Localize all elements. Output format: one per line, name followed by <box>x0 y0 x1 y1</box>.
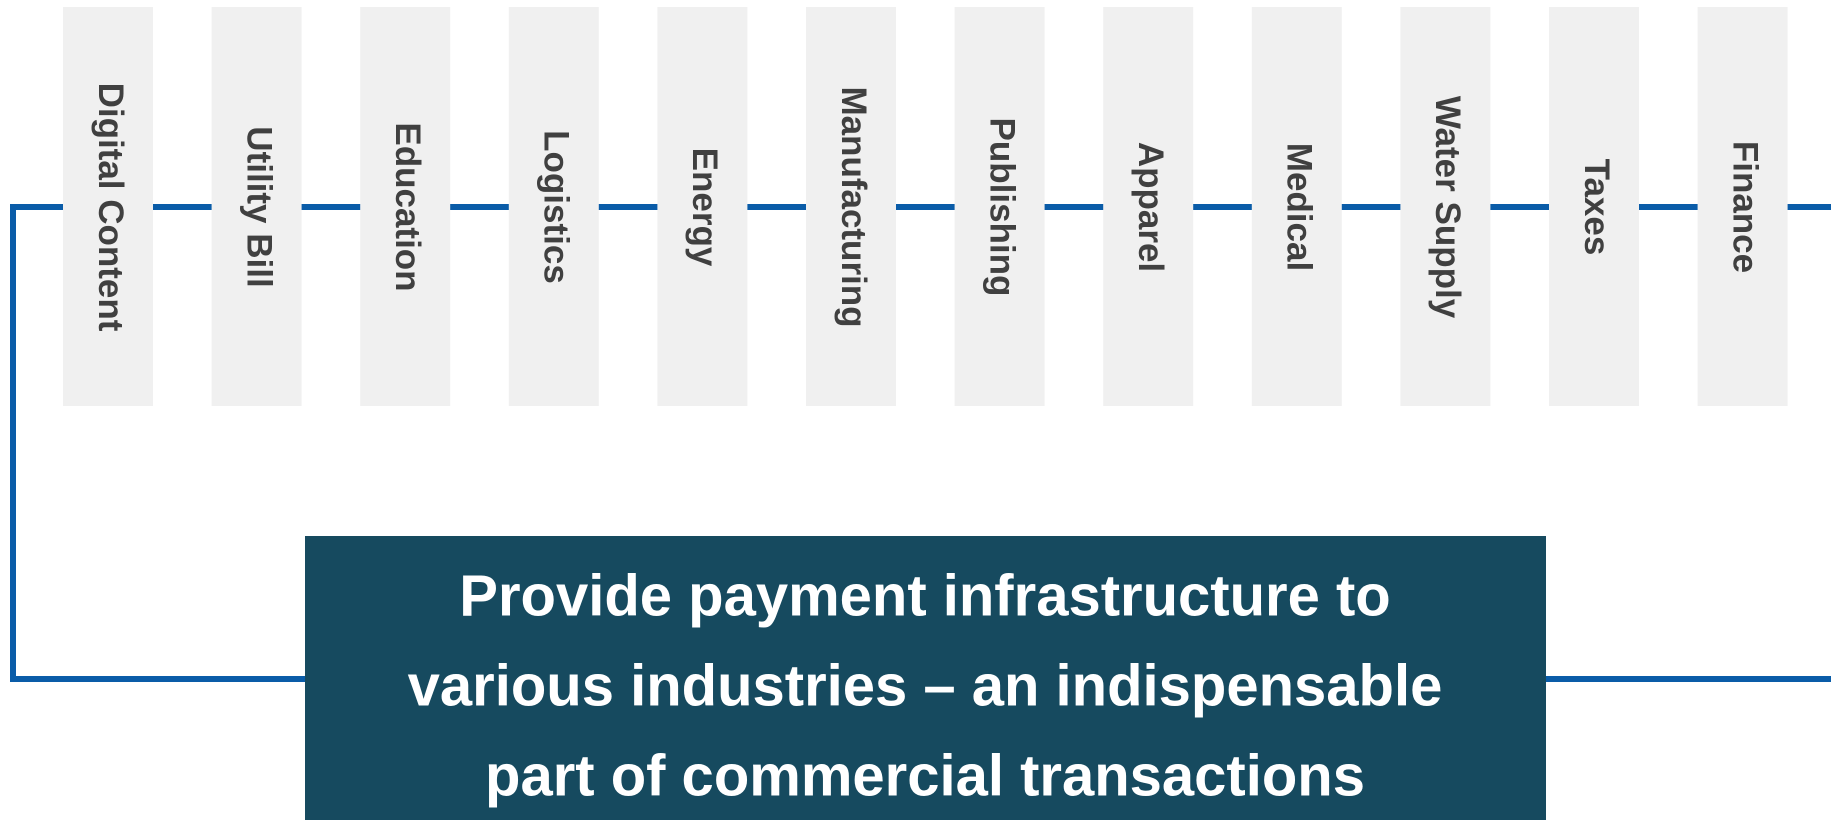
caption-line: part of commercial transactions <box>485 743 1365 808</box>
industry-label: Energy <box>685 148 724 267</box>
industry-label: Finance <box>1725 141 1764 273</box>
industry-label: Education <box>388 122 427 291</box>
industry-box <box>508 7 599 406</box>
industry-box <box>211 7 302 406</box>
industry-box <box>1251 7 1342 406</box>
industry-label: Utility Bill <box>239 126 278 287</box>
industry-box <box>1697 7 1788 406</box>
industry-label: Digital Content <box>91 83 130 332</box>
industry-label: Logistics <box>537 130 576 284</box>
industry-label: Manufacturing <box>834 86 873 327</box>
caption-line: various industries – an indispensable <box>408 653 1443 718</box>
industry-label: Apparel <box>1131 142 1170 272</box>
caption: Provide payment infrastructure to various… <box>408 563 1443 808</box>
connector-line <box>10 204 1831 682</box>
industry-box <box>63 7 153 406</box>
industry-box <box>1549 7 1639 406</box>
industry-box <box>657 7 748 406</box>
industry-box <box>360 7 451 406</box>
industry-label: Medical <box>1280 143 1319 271</box>
caption-line: Provide payment infrastructure to <box>459 563 1390 628</box>
caption-box <box>305 536 1546 820</box>
industry-box <box>806 7 896 406</box>
industry-box <box>1103 7 1194 406</box>
industry-label: Water Supply <box>1428 96 1467 319</box>
industry-list: Digital Content Utility Bill Education Logi… <box>63 7 1788 406</box>
industry-label: Publishing <box>982 118 1021 297</box>
industry-box <box>1400 7 1491 406</box>
industry-label: Taxes <box>1577 159 1616 256</box>
industry-box <box>954 7 1045 406</box>
